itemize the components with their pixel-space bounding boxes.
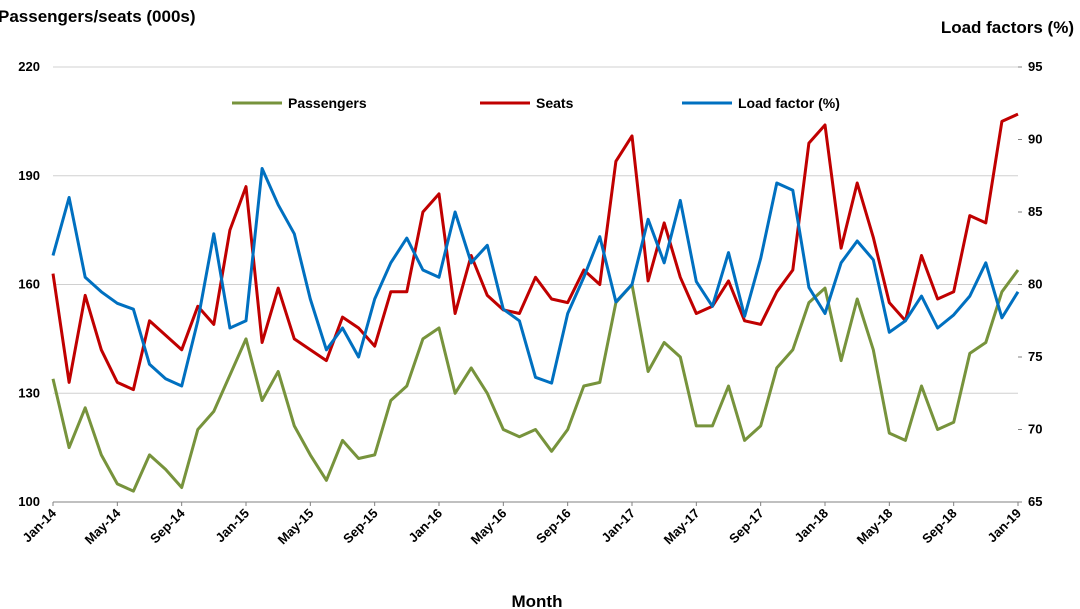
left-tick-label: 160 xyxy=(18,277,40,292)
x-tick-label: May-16 xyxy=(468,506,510,548)
x-tick-label: Jan-15 xyxy=(212,506,252,546)
left-axis-title: Passengers/seats (000s) xyxy=(0,7,196,26)
left-tick-label: 190 xyxy=(18,168,40,183)
right-tick-label: 70 xyxy=(1028,422,1042,437)
series-line-seats xyxy=(51,112,1019,392)
x-tick-label: Jan-16 xyxy=(405,506,445,546)
legend-label: Seats xyxy=(536,95,574,111)
x-tick-label: May-15 xyxy=(275,506,317,548)
right-tick-label: 95 xyxy=(1028,59,1042,74)
right-axis-title: Load factors (%) xyxy=(941,18,1074,37)
right-tick-label: 75 xyxy=(1028,349,1042,364)
right-tick-label: 65 xyxy=(1028,494,1042,509)
x-tick-label: Jan-14 xyxy=(19,505,59,545)
left-tick-label: 100 xyxy=(18,494,40,509)
x-tick-label: Sep-15 xyxy=(340,506,381,547)
x-tick-label: Sep-18 xyxy=(919,506,960,547)
gridlines xyxy=(53,66,1018,503)
x-tick-label: Sep-16 xyxy=(533,506,574,547)
x-tick-label: May-17 xyxy=(661,506,703,548)
x-tick-label: May-18 xyxy=(854,506,896,548)
x-tick-label: May-14 xyxy=(82,505,124,547)
x-tick-label: Sep-17 xyxy=(726,506,767,547)
x-tick-label: Jan-19 xyxy=(984,506,1024,546)
series-lines xyxy=(51,112,1020,493)
series-line-passengers xyxy=(51,269,1020,493)
x-tick-label: Jan-18 xyxy=(791,506,831,546)
legend: Passengers Seats Load factor (%) xyxy=(232,95,840,111)
legend-label: Load factor (%) xyxy=(738,95,840,111)
left-tick-label: 220 xyxy=(18,59,40,74)
x-tick-label: Jan-17 xyxy=(598,506,638,546)
legend-label: Passengers xyxy=(288,95,367,111)
x-axis-title: Month xyxy=(512,592,563,609)
x-tick-label: Sep-14 xyxy=(147,505,188,546)
right-tick-label: 85 xyxy=(1028,204,1042,219)
right-tick-label: 80 xyxy=(1028,277,1042,292)
left-tick-label: 130 xyxy=(18,385,40,400)
right-tick-label: 90 xyxy=(1028,132,1042,147)
series-line-load-factor xyxy=(51,167,1020,388)
